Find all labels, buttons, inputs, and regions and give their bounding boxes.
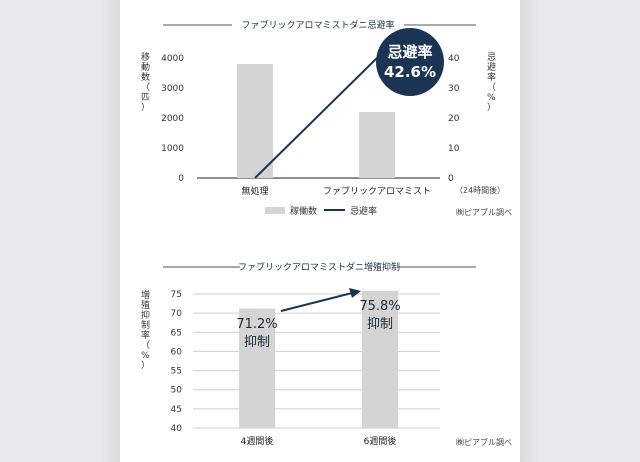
- paper-shadow-right: [520, 0, 540, 462]
- category-label: 無処理: [241, 185, 268, 197]
- chart1-source: ㈱ピアブル調べ: [456, 207, 512, 217]
- bar-value-label: 71.2%: [236, 317, 277, 332]
- y2-tick-label: 20: [448, 114, 460, 124]
- bar-0: [237, 64, 273, 178]
- bar-1: [362, 290, 398, 428]
- y2-tick-label: 0: [448, 174, 454, 184]
- bar-suffix-label: 抑制: [244, 335, 270, 350]
- increase-arrow-line: [280, 292, 353, 312]
- chart1-line: [254, 57, 378, 179]
- chart2-bar-labels: 71.2% 抑制 75.8% 抑制: [236, 299, 400, 350]
- y-tick-label: 70: [171, 309, 183, 319]
- category-label: 4週間後: [241, 435, 274, 447]
- chart1-y-ticks: 0 1000 2000 3000 4000: [161, 54, 184, 184]
- repellency-line: [254, 57, 378, 179]
- bar-value-label: 75.8%: [359, 299, 400, 314]
- chart1-title: ファブリックアロマミストダニ忌避率: [241, 19, 394, 31]
- y2-tick-label: 30: [448, 84, 460, 94]
- category-label: ファブリックアロマミスト: [323, 185, 431, 197]
- chart2-gridlines: [193, 293, 440, 429]
- bar-suffix-label: 抑制: [367, 317, 393, 332]
- chart2-ylabel: 増殖抑制率（%）: [141, 289, 150, 371]
- legend-bar-label: 稼働数: [290, 205, 317, 217]
- y-tick-label: 1000: [161, 144, 184, 154]
- y-tick-label: 0: [178, 174, 184, 184]
- bar-1: [359, 112, 395, 178]
- annotation-line1: 忌避率: [387, 43, 432, 61]
- annotation-bubble: [376, 28, 444, 96]
- chart1-y2-ticks: 0 10 20 30 40: [448, 54, 460, 184]
- chart1-ylabel: 移動数（匹）: [141, 51, 150, 113]
- y-tick-label: 4000: [161, 54, 184, 64]
- chart1-categories: 無処理 ファブリックアロマミスト: [241, 185, 431, 197]
- chart-repellency: ファブリックアロマミストダニ忌避率 移動数（匹） 忌避率（%） 01000200…: [141, 19, 512, 217]
- increase-arrow-head: [349, 288, 361, 298]
- y-tick-label: 3000: [161, 84, 184, 94]
- chart2-y-ticks: 40 45 50 55 60 65 70 75: [171, 290, 183, 434]
- chart-suppression: ファブリックアロマミストダニ増殖抑制 増殖抑制率（%） 40 45 50 55 60 65…: [141, 261, 512, 447]
- paper-sheet: [120, 0, 520, 462]
- y-tick-label: 50: [171, 386, 183, 396]
- chart2-bars: [239, 290, 398, 428]
- bar-0: [239, 308, 275, 428]
- annotation-line2: 42.6%: [384, 63, 436, 81]
- y-tick-label: 40: [171, 424, 183, 434]
- chart1-note: （24時間後）: [455, 185, 505, 195]
- legend-line-label: 忌避率: [350, 205, 377, 217]
- chart2-title: ファブリックアロマミストダニ増殖抑制: [238, 261, 400, 273]
- chart1-y2label: 忌避率（%）: [487, 52, 496, 113]
- paper-shadow-left: [100, 0, 120, 462]
- chart2-categories: 4週間後 6週間後: [241, 435, 397, 447]
- y2-tick-label: 40: [448, 54, 460, 64]
- y-tick-label: 45: [171, 405, 182, 415]
- y2-tick-label: 10: [448, 144, 460, 154]
- chart1-bars: [237, 64, 395, 178]
- y-tick-label: 2000: [161, 114, 184, 124]
- y-tick-label: 60: [171, 347, 183, 357]
- y-tick-label: 55: [171, 367, 182, 377]
- y-tick-label: 65: [171, 328, 182, 338]
- y-tick-label: 75: [171, 290, 182, 300]
- legend-bar-swatch: [265, 207, 285, 214]
- category-label: 6週間後: [364, 435, 397, 447]
- chart2-source: ㈱ピアブル調べ: [456, 437, 512, 447]
